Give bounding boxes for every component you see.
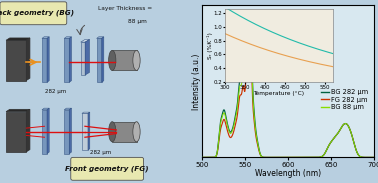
Polygon shape [64, 110, 69, 154]
Polygon shape [6, 112, 26, 152]
Polygon shape [47, 37, 49, 82]
Polygon shape [69, 108, 71, 154]
Polygon shape [82, 112, 90, 113]
Y-axis label: Intensity (a.u.): Intensity (a.u.) [192, 53, 201, 110]
Polygon shape [102, 37, 104, 82]
Ellipse shape [108, 50, 116, 70]
Polygon shape [42, 108, 49, 110]
Y-axis label: Sᵣ (%K⁻¹): Sᵣ (%K⁻¹) [207, 32, 213, 59]
Polygon shape [64, 37, 71, 38]
Polygon shape [6, 38, 30, 40]
Polygon shape [96, 38, 102, 82]
X-axis label: Temperature (°C): Temperature (°C) [253, 91, 304, 96]
Text: Front geometry (FG): Front geometry (FG) [65, 165, 149, 172]
Text: Back geometry (BG): Back geometry (BG) [0, 10, 74, 16]
Polygon shape [69, 37, 71, 82]
Polygon shape [82, 113, 88, 150]
Ellipse shape [133, 122, 140, 142]
Polygon shape [6, 109, 30, 112]
Polygon shape [47, 108, 49, 154]
Polygon shape [42, 37, 49, 38]
Text: 88 µm: 88 µm [128, 18, 147, 24]
FancyBboxPatch shape [71, 157, 144, 180]
FancyBboxPatch shape [0, 2, 67, 25]
Polygon shape [6, 40, 26, 81]
Text: Layer Thickness =: Layer Thickness = [98, 6, 152, 11]
Polygon shape [26, 109, 30, 152]
Text: 282 µm: 282 µm [90, 150, 112, 155]
Polygon shape [64, 38, 69, 82]
Polygon shape [85, 40, 90, 75]
Polygon shape [88, 112, 90, 150]
Text: 282 µm: 282 µm [45, 89, 66, 94]
Polygon shape [42, 38, 47, 82]
Polygon shape [96, 37, 104, 38]
X-axis label: Wavelength (nm): Wavelength (nm) [255, 169, 321, 178]
Polygon shape [64, 108, 71, 110]
Polygon shape [81, 40, 90, 42]
Polygon shape [42, 110, 47, 154]
Legend: BG 282 μm, FG 282 μm, BG 88 μm: BG 282 μm, FG 282 μm, BG 88 μm [318, 86, 371, 113]
Polygon shape [26, 38, 30, 81]
Polygon shape [81, 42, 85, 75]
Ellipse shape [133, 50, 140, 70]
Ellipse shape [108, 122, 116, 142]
Polygon shape [112, 50, 136, 70]
Polygon shape [112, 122, 136, 142]
